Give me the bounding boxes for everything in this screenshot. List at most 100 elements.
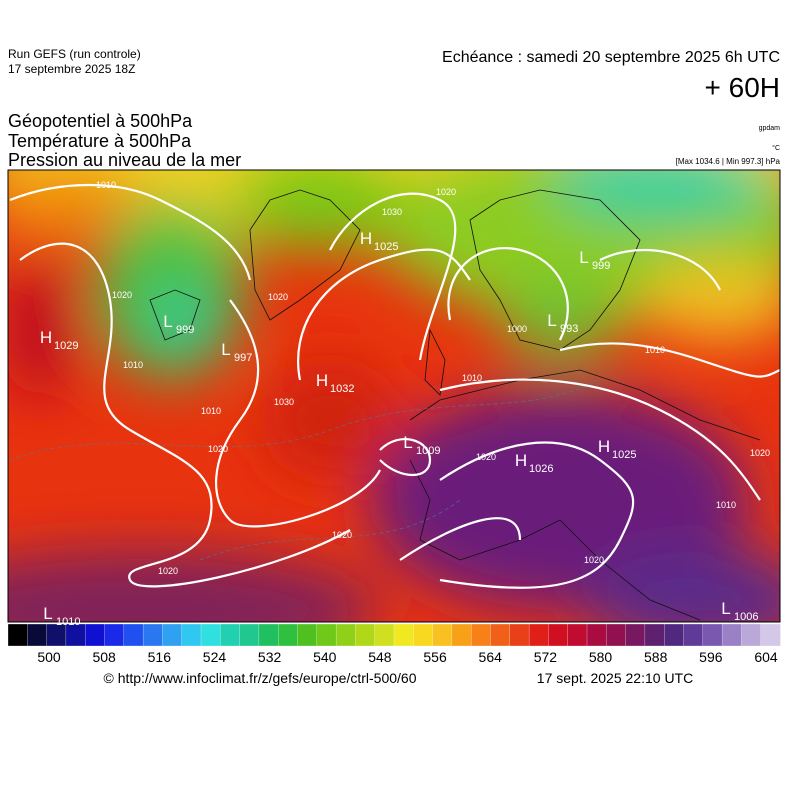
colorbar-tick-label: 572 — [534, 649, 558, 665]
colorbar-swatch — [490, 623, 511, 647]
colorbar-swatch — [664, 623, 685, 647]
colorbar-tick-label: 596 — [699, 649, 723, 665]
pressure-center-type: H — [316, 371, 328, 390]
pressure-center-value: 1006 — [734, 611, 758, 623]
colorbar-swatch — [142, 623, 164, 647]
isobar-label: 1030 — [382, 207, 402, 217]
unit-gpdam: gpdam — [759, 125, 781, 132]
colorbar-swatch — [683, 623, 704, 647]
pressure-center-value: 1032 — [330, 383, 354, 395]
colorbar-tick-label: 524 — [203, 649, 227, 665]
colorbar-tick-label: 548 — [368, 649, 392, 665]
isobar-label: 1020 — [584, 555, 604, 565]
pressure-center-value: 999 — [176, 324, 194, 336]
colorbar-tick-label: 532 — [258, 649, 282, 665]
colorbar-swatch — [278, 623, 299, 647]
isobar-label: 1020 — [208, 444, 228, 454]
colorbar-swatch — [509, 623, 530, 647]
pressure-center-value: 1025 — [374, 241, 398, 253]
colorbar-swatch — [162, 623, 183, 647]
pressure-center-value: 993 — [560, 323, 578, 335]
isobar-label: 1020 — [268, 292, 288, 302]
colorbar-swatch — [528, 623, 550, 647]
pressure-center-type: H — [598, 437, 610, 456]
isobar-label: 1000 — [507, 324, 527, 334]
title-geopotential: Géopotentiel à 500hPa — [8, 111, 193, 131]
map-frame — [7, 169, 781, 623]
isobar-label: 1010 — [716, 500, 736, 510]
pressure-center-value: 1026 — [529, 463, 553, 475]
pressure-center-value: 1009 — [416, 445, 440, 457]
colorbar-tick-label: 604 — [754, 649, 778, 665]
forecast-time: Echéance : samedi 20 septembre 2025 6h U… — [442, 49, 780, 66]
isobar-label: 1020 — [750, 448, 770, 458]
pressure-center-type: H — [40, 328, 52, 347]
pressure-center-type: L — [579, 248, 588, 267]
map — [8, 170, 780, 622]
colorbar-swatch — [606, 623, 627, 647]
pressure-center-type: L — [403, 433, 412, 452]
isobar-label: 1010 — [96, 180, 116, 190]
pressure-center-value: 1029 — [54, 340, 78, 352]
colorbar-tick-label: 516 — [148, 649, 172, 665]
colorbar-swatch — [123, 623, 144, 647]
isobar-label: 1010 — [123, 360, 143, 370]
colorbar-swatch — [258, 623, 279, 647]
colorbar-swatch — [471, 623, 492, 647]
lead-time: + 60H — [705, 72, 781, 103]
pressure-center-type: H — [515, 451, 527, 470]
colorbar-tick-label: 500 — [37, 649, 61, 665]
colorbar-tick-label: 508 — [92, 649, 116, 665]
colorbar-tick-label: 588 — [644, 649, 668, 665]
run-label: Run GEFS (run controle) — [8, 47, 141, 61]
colorbar-swatch — [741, 623, 762, 647]
pressure-center-type: H — [360, 229, 372, 248]
pressure-center-value: 1025 — [612, 449, 636, 461]
colorbar-swatch — [220, 623, 241, 647]
colorbar-tick-label: 540 — [313, 649, 337, 665]
source-url: © http://www.infoclimat.fr/z/gefs/europe… — [103, 670, 416, 686]
colorbar-swatch — [297, 623, 318, 647]
pressure-center-type: L — [721, 599, 730, 618]
colorbar-tick-label: 580 — [589, 649, 613, 665]
pressure-center-type: L — [547, 311, 556, 330]
isobar-label: 1010 — [645, 345, 665, 355]
pressure-center-value: 1010 — [56, 616, 80, 628]
colorbar-swatch — [355, 623, 376, 647]
pressure-center-type: L — [43, 604, 52, 623]
pressure-range: [Max 1034.6 | Min 997.3] hPa — [676, 157, 781, 166]
colorbar-swatch — [239, 623, 260, 647]
colorbar-swatch — [548, 623, 569, 647]
colorbar-swatch — [27, 623, 48, 647]
isobar-label: 1020 — [332, 530, 352, 540]
colorbar-swatch — [104, 623, 125, 647]
colorbar-swatch — [393, 623, 414, 647]
pressure-center-value: 997 — [234, 352, 252, 364]
pressure-center-value: 999 — [592, 260, 610, 272]
colorbar-swatch — [586, 623, 607, 647]
isobar-label: 1020 — [476, 452, 496, 462]
colorbar-swatch — [644, 623, 665, 647]
colorbar-swatch — [625, 623, 646, 647]
unit-celsius: °C — [772, 144, 780, 152]
isobar-label: 1010 — [201, 406, 221, 416]
colorbar-swatch — [374, 623, 395, 647]
colorbar-swatch — [200, 623, 221, 647]
colorbar-swatch — [316, 623, 337, 647]
colorbar-swatch — [413, 623, 434, 647]
isobar-label: 1030 — [274, 397, 294, 407]
colorbar-swatch — [451, 623, 472, 647]
pressure-center-type: L — [221, 340, 230, 359]
colorbar-swatch — [335, 623, 357, 647]
colorbar-swatch — [181, 623, 202, 647]
title-temperature: Température à 500hPa — [8, 131, 192, 151]
colorbar-tick-label: 556 — [423, 649, 447, 665]
colorbar-swatch — [760, 623, 781, 647]
colorbar-swatch — [702, 623, 723, 647]
colorbar-swatch — [85, 623, 106, 647]
generated-time: 17 sept. 2025 22:10 UTC — [537, 670, 693, 686]
colorbar-tick-label: 564 — [479, 649, 503, 665]
pressure-center-type: L — [163, 312, 172, 331]
